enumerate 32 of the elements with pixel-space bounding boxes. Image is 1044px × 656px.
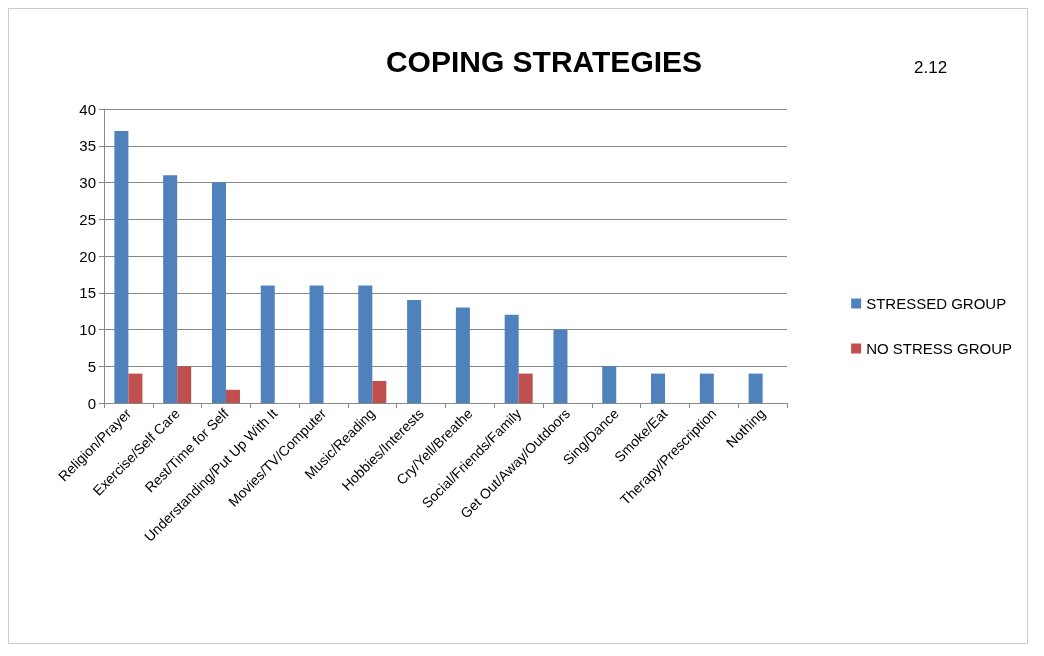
bar bbox=[748, 373, 763, 403]
bar bbox=[128, 373, 143, 403]
bar bbox=[407, 300, 422, 403]
y-tick-label: 35 bbox=[79, 137, 96, 155]
y-tick-label: 30 bbox=[79, 174, 96, 191]
y-tick-label: 15 bbox=[79, 284, 96, 302]
bar bbox=[225, 389, 240, 403]
y-tick-label: 40 bbox=[79, 100, 96, 118]
bar bbox=[372, 380, 387, 403]
y-tick-label: 25 bbox=[79, 210, 96, 228]
bar bbox=[309, 285, 324, 403]
bar bbox=[455, 307, 470, 403]
y-tick-label: 20 bbox=[79, 247, 96, 265]
bar bbox=[651, 373, 666, 403]
bar bbox=[163, 175, 178, 403]
bar bbox=[177, 366, 192, 403]
bar bbox=[358, 285, 373, 403]
text: 2.12 bbox=[914, 58, 948, 77]
chart-title: COPING STRATEGIES bbox=[385, 44, 703, 78]
bar bbox=[114, 131, 129, 403]
legend-label: NO STRESS GROUP bbox=[866, 340, 1012, 357]
bar bbox=[260, 285, 275, 403]
bar bbox=[211, 182, 226, 403]
bar bbox=[504, 314, 519, 403]
y-tick-label: 10 bbox=[79, 321, 96, 338]
bar bbox=[553, 329, 568, 403]
bar bbox=[699, 373, 714, 403]
legend-label: STRESSED GROUP bbox=[866, 295, 1007, 312]
bar bbox=[518, 373, 533, 403]
y-tick-label: 5 bbox=[87, 357, 96, 375]
bar bbox=[602, 366, 617, 403]
y-tick-label: 0 bbox=[87, 394, 96, 412]
